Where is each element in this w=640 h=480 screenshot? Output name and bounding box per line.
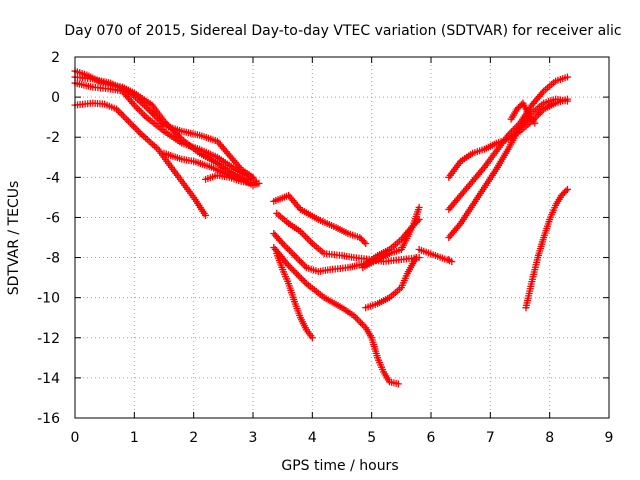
series-track-6 <box>202 171 257 187</box>
data-point-marker <box>562 187 570 195</box>
data-point-marker <box>289 267 297 275</box>
data-point-marker <box>286 263 294 271</box>
y-tick-label: 0 <box>51 90 60 106</box>
data-point-marker <box>360 238 368 246</box>
data-point-marker <box>144 105 152 113</box>
series-track-11 <box>270 244 402 388</box>
y-tick-label: -14 <box>37 371 60 387</box>
data-point-marker <box>142 103 150 111</box>
data-point-marker <box>255 179 263 187</box>
x-tick-label: 6 <box>427 430 436 446</box>
y-tick-label: -4 <box>46 170 60 186</box>
y-tick-label: -8 <box>46 251 60 267</box>
data-point-marker <box>152 113 160 121</box>
series-track-16 <box>445 95 571 241</box>
data-point-marker <box>296 273 304 281</box>
series-track-19 <box>415 246 456 266</box>
data-point-marker <box>294 271 302 279</box>
x-tick-label: 4 <box>308 430 317 446</box>
data-point-marker <box>412 254 420 262</box>
plot-frame <box>74 56 610 419</box>
x-tick-label: 1 <box>130 430 139 446</box>
x-tick-label: 2 <box>189 430 198 446</box>
x-tick-label: 9 <box>605 430 614 446</box>
y-axis-label: SDTVAR / TECUs <box>6 181 22 296</box>
data-point-marker <box>149 110 157 118</box>
data-point-marker <box>531 119 539 127</box>
x-tick-label: 7 <box>486 430 495 446</box>
data-point-marker <box>150 111 158 119</box>
x-axis-label: GPS time / hours <box>281 458 398 474</box>
data-point-marker <box>147 108 155 116</box>
data-point-marker <box>249 179 257 187</box>
data-point-marker <box>301 278 309 286</box>
data-point-marker <box>157 118 165 126</box>
data-point-marker <box>285 262 293 270</box>
data-point-marker <box>155 116 163 124</box>
grid-lines <box>75 57 609 418</box>
data-point-marker <box>249 173 257 181</box>
series-track-7 <box>270 191 370 248</box>
y-tick-label: 2 <box>51 50 60 66</box>
data-point-marker <box>176 134 184 142</box>
data-point-marker <box>175 132 183 140</box>
data-point-marker <box>298 275 306 283</box>
series-track-12 <box>362 254 420 312</box>
y-tick-label: -10 <box>37 291 60 307</box>
data-point-marker <box>563 185 571 193</box>
data-point-marker <box>202 211 210 219</box>
data-points <box>71 67 571 388</box>
series-track-4 <box>71 73 257 181</box>
series-track-8 <box>273 209 423 266</box>
x-tick-label: 8 <box>545 430 554 446</box>
x-tick-label: 0 <box>71 430 80 446</box>
data-point-marker <box>154 115 162 123</box>
series-track-13 <box>359 203 423 272</box>
data-point-marker <box>415 246 423 254</box>
data-point-marker <box>299 276 307 284</box>
chart-title: Day 070 of 2015, Sidereal Day-to-day VTE… <box>64 23 621 39</box>
data-point-marker <box>158 120 166 128</box>
data-point-marker <box>291 268 299 276</box>
y-tick-label: -6 <box>46 210 60 226</box>
series-track-1 <box>71 99 210 219</box>
y-tick-label: -12 <box>37 331 60 347</box>
x-tick-label: 5 <box>367 430 376 446</box>
data-point-marker <box>308 334 316 342</box>
data-point-marker <box>563 73 571 81</box>
y-tick-label: -2 <box>46 130 60 146</box>
data-point-marker <box>288 265 296 273</box>
y-tick-label: -16 <box>37 411 60 427</box>
x-tick-label: 3 <box>249 430 258 446</box>
data-point-marker <box>145 106 153 114</box>
series-track-10 <box>273 250 316 342</box>
data-point-marker <box>394 380 402 388</box>
data-point-marker <box>293 270 301 278</box>
data-point-marker <box>563 97 571 105</box>
series-track-18 <box>522 185 571 312</box>
data-point-marker <box>415 203 423 211</box>
data-point-marker <box>362 240 370 248</box>
series-track-17 <box>507 99 539 127</box>
data-point-marker <box>277 238 285 246</box>
axis-ticks: 0 1 2 3 4 5 6 7 8 9 -16 -14 -12 -10 -8 -6 -4 -2 0 2 <box>37 50 613 446</box>
